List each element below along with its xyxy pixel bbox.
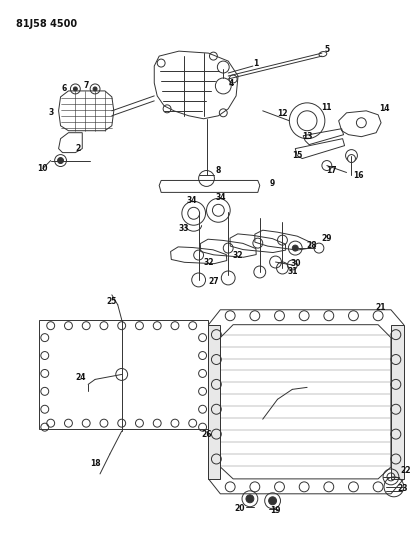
Text: 14: 14 (379, 104, 389, 114)
Text: 24: 24 (75, 373, 85, 382)
Text: 34: 34 (187, 196, 197, 205)
Text: 17: 17 (326, 166, 337, 175)
Text: 16: 16 (353, 171, 363, 180)
Text: 81J58 4500: 81J58 4500 (16, 19, 77, 29)
Text: 26: 26 (201, 430, 212, 439)
Text: 29: 29 (322, 233, 332, 243)
Text: 11: 11 (322, 103, 332, 112)
Text: 12: 12 (277, 109, 288, 118)
Text: 20: 20 (235, 504, 245, 513)
Text: 13: 13 (302, 132, 312, 141)
Circle shape (93, 87, 97, 91)
Text: 32: 32 (233, 251, 243, 260)
Text: 23: 23 (398, 484, 408, 494)
Text: 5: 5 (324, 45, 330, 54)
Text: 28: 28 (307, 240, 317, 249)
Text: 34: 34 (215, 193, 225, 202)
Polygon shape (209, 325, 220, 479)
Text: 33: 33 (178, 224, 189, 233)
Text: 18: 18 (90, 459, 100, 469)
Text: 22: 22 (401, 466, 411, 475)
Text: 1: 1 (253, 59, 259, 68)
Text: 8: 8 (216, 166, 221, 175)
Text: 2: 2 (76, 144, 81, 153)
Circle shape (74, 87, 77, 91)
Text: 9: 9 (270, 179, 275, 188)
Text: 15: 15 (292, 151, 302, 160)
Text: 30: 30 (290, 259, 301, 268)
Circle shape (246, 495, 254, 503)
Text: 19: 19 (270, 506, 281, 515)
Text: 21: 21 (376, 303, 386, 312)
Circle shape (292, 245, 298, 251)
Text: 27: 27 (208, 277, 219, 286)
Text: 4: 4 (228, 79, 234, 88)
Text: 32: 32 (203, 257, 214, 266)
Circle shape (268, 497, 277, 505)
Text: 31: 31 (287, 268, 297, 277)
Text: 25: 25 (107, 297, 117, 306)
Text: 10: 10 (38, 164, 48, 173)
Text: 6: 6 (62, 84, 67, 93)
Text: 3: 3 (48, 108, 53, 117)
Polygon shape (391, 325, 404, 479)
Circle shape (348, 155, 356, 163)
Text: 7: 7 (83, 82, 89, 91)
Circle shape (57, 158, 64, 164)
